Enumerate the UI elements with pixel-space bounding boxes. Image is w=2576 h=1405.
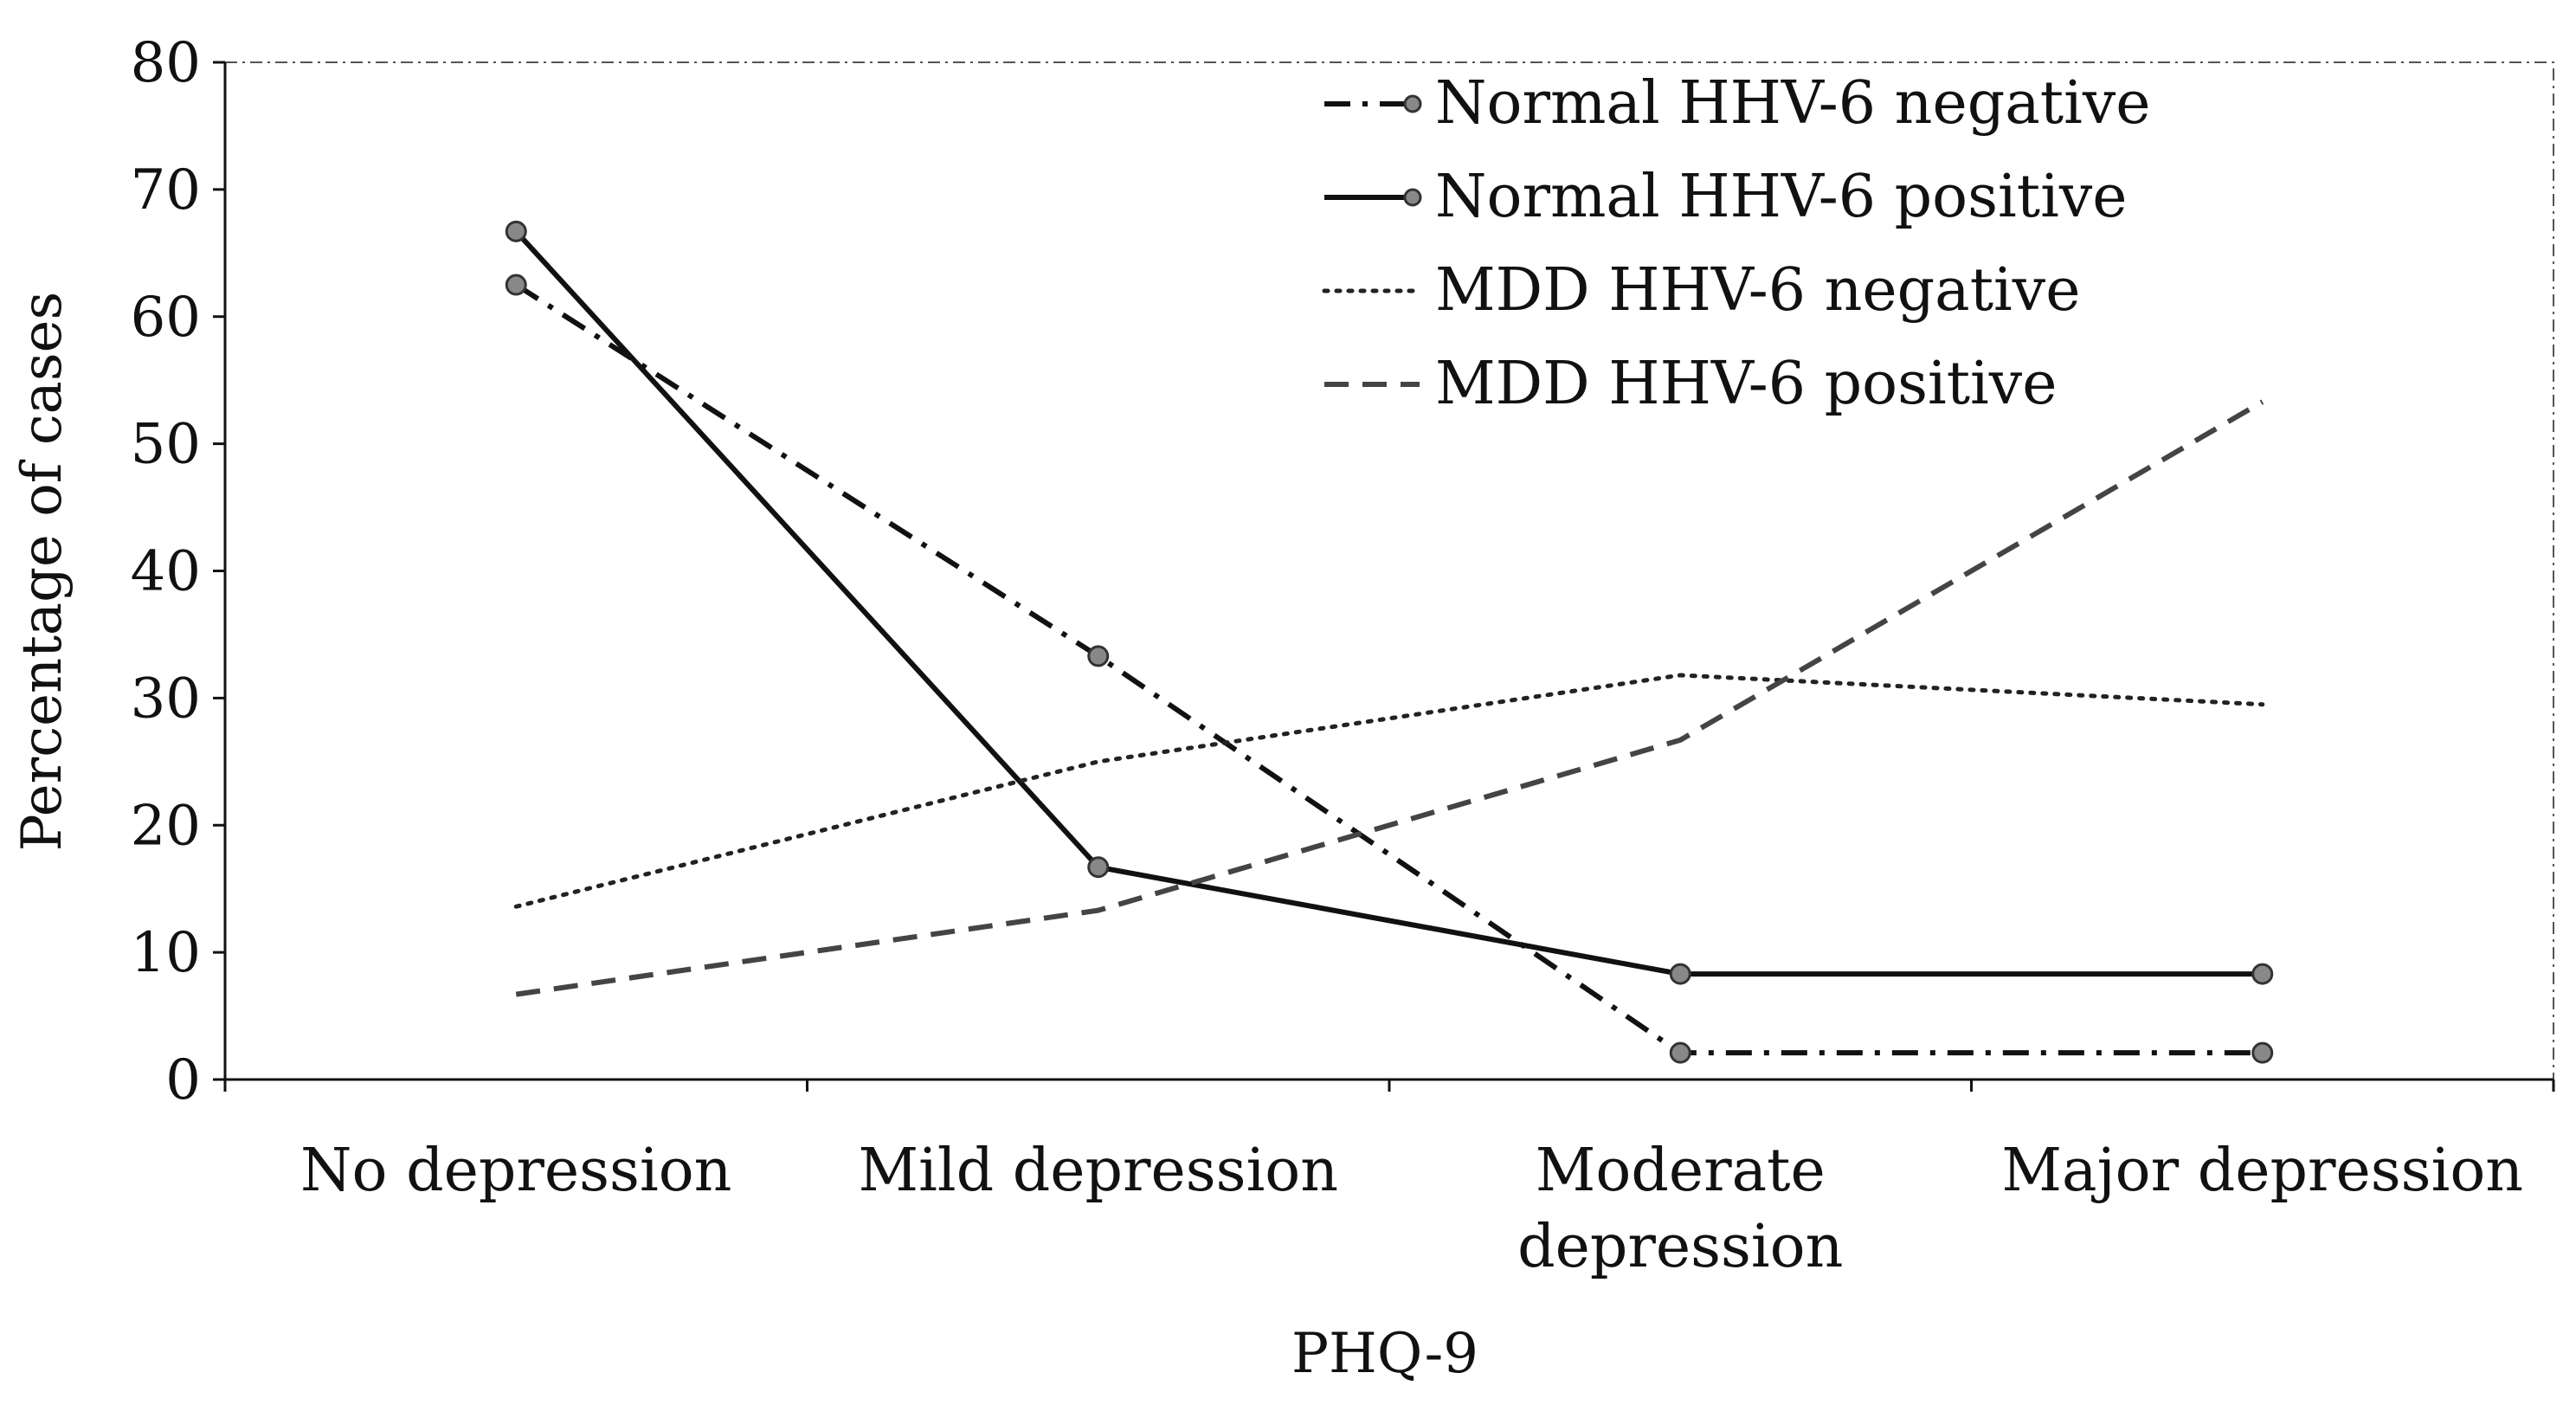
- x-category-label: Moderate depression: [1517, 1137, 1843, 1281]
- series-point: [1087, 645, 1110, 667]
- series-point: [2251, 1041, 2274, 1064]
- y-tick-label: 30: [131, 667, 201, 731]
- x-category-label-line: No depression: [300, 1137, 731, 1205]
- series-point: [1669, 1041, 1691, 1064]
- x-axis-title: PHQ-9: [1291, 1322, 1478, 1386]
- y-tick-label: 10: [131, 921, 201, 985]
- series-line: [513, 673, 2265, 909]
- series-point: [1087, 856, 1110, 879]
- y-tick-label: 20: [131, 794, 201, 858]
- y-axis-title: Percentage of cases: [10, 292, 74, 852]
- legend-label: MDD HHV-6 negative: [1435, 256, 2080, 325]
- plot-area-frame: [224, 61, 2554, 1080]
- legend-marker: [1403, 188, 1422, 207]
- series-point: [505, 274, 527, 296]
- y-tick-label: 40: [131, 540, 201, 604]
- series-line: [514, 229, 2263, 977]
- series-point: [1669, 963, 1691, 985]
- series-line: [514, 282, 2263, 1056]
- legend-label: Normal HHV-6 positive: [1435, 163, 2128, 231]
- series-line: [515, 399, 2264, 997]
- x-category-label: Mild depression: [858, 1137, 1338, 1205]
- series-point: [505, 220, 527, 242]
- x-category-label: No depression: [300, 1137, 731, 1205]
- x-category-label-line: Major depression: [2001, 1137, 2523, 1205]
- y-tick-label: 50: [131, 413, 201, 477]
- series-point: [2251, 963, 2274, 985]
- legend-label: MDD HHV-6 positive: [1435, 350, 2057, 418]
- x-category-label: Major depression: [2001, 1137, 2523, 1205]
- y-tick-label: 80: [131, 31, 201, 95]
- x-category-label-line: depression: [1517, 1213, 1843, 1281]
- x-category-label-line: Mild depression: [858, 1137, 1338, 1205]
- y-tick-label: 0: [165, 1048, 201, 1112]
- x-category-label-line: Moderate: [1536, 1137, 1826, 1205]
- legend: Normal HHV-6 negative Normal HHV-6 positi…: [1322, 69, 2151, 418]
- y-tick-label: 60: [131, 286, 201, 350]
- legend-marker: [1403, 94, 1422, 113]
- legend-label: Normal HHV-6 negative: [1435, 69, 2151, 138]
- y-tick-label: 70: [131, 158, 201, 222]
